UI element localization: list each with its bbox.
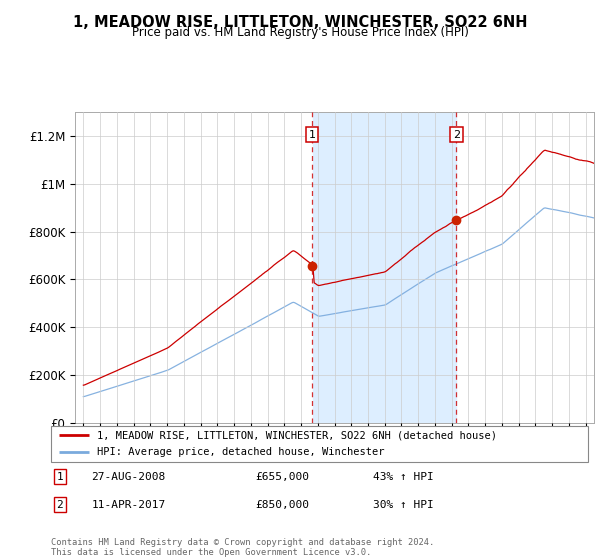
- Text: 1: 1: [308, 130, 316, 139]
- Text: HPI: Average price, detached house, Winchester: HPI: Average price, detached house, Winc…: [97, 447, 384, 457]
- Text: 2: 2: [452, 130, 460, 139]
- Text: £850,000: £850,000: [255, 500, 309, 510]
- Text: Price paid vs. HM Land Registry's House Price Index (HPI): Price paid vs. HM Land Registry's House …: [131, 26, 469, 39]
- Text: 30% ↑ HPI: 30% ↑ HPI: [373, 500, 434, 510]
- Text: 2: 2: [56, 500, 63, 510]
- Text: 43% ↑ HPI: 43% ↑ HPI: [373, 472, 434, 482]
- FancyBboxPatch shape: [51, 426, 588, 462]
- Text: 1: 1: [56, 472, 63, 482]
- Text: 11-APR-2017: 11-APR-2017: [91, 500, 166, 510]
- Text: £655,000: £655,000: [255, 472, 309, 482]
- Text: 1, MEADOW RISE, LITTLETON, WINCHESTER, SO22 6NH: 1, MEADOW RISE, LITTLETON, WINCHESTER, S…: [73, 15, 527, 30]
- Text: 27-AUG-2008: 27-AUG-2008: [91, 472, 166, 482]
- Text: Contains HM Land Registry data © Crown copyright and database right 2024.
This d: Contains HM Land Registry data © Crown c…: [51, 538, 434, 557]
- Text: 1, MEADOW RISE, LITTLETON, WINCHESTER, SO22 6NH (detached house): 1, MEADOW RISE, LITTLETON, WINCHESTER, S…: [97, 431, 497, 440]
